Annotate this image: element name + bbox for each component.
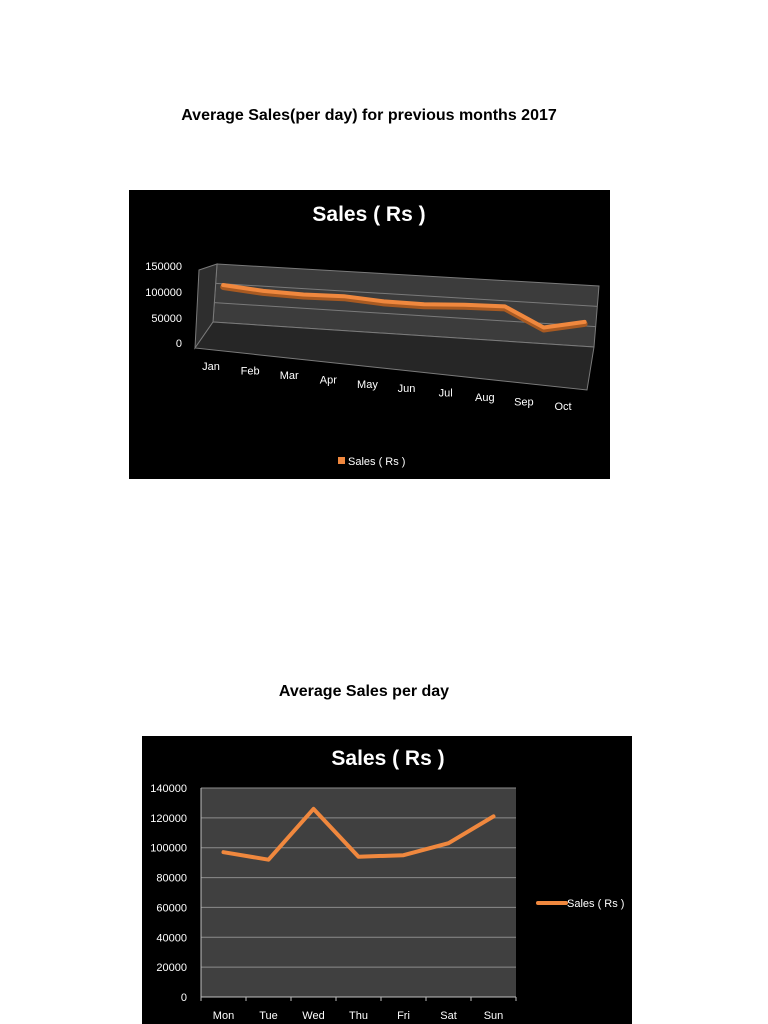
x-tick-label: Mar [280, 370, 299, 382]
data-point [423, 303, 425, 305]
y-tick-label: 20000 [156, 962, 187, 974]
y-tick-label: 140000 [150, 783, 187, 795]
x-tick-label: Oct [554, 401, 571, 413]
x-tick-label: Jul [439, 388, 453, 400]
data-point [343, 295, 345, 297]
x-tick-label: Thu [349, 1010, 368, 1022]
x-tick-label: Aug [475, 392, 495, 404]
series-line [221, 283, 587, 330]
data-point [358, 856, 359, 858]
data-point [268, 859, 269, 861]
daily-heading: Average Sales per day [278, 683, 450, 700]
y-tick-label: 50000 [151, 313, 182, 325]
x-tick-label: Fri [397, 1010, 410, 1022]
y-tick-label: 80000 [156, 873, 187, 885]
legend: Sales ( Rs ) [536, 898, 624, 910]
x-tick-label: Tue [259, 1010, 278, 1022]
y-tick-label: 120000 [150, 813, 187, 825]
x-tick-label: Wed [302, 1010, 324, 1022]
y-tick-label: 100000 [145, 287, 182, 299]
x-tick-label: Sat [440, 1010, 457, 1022]
plot-floor [194, 321, 595, 391]
x-tick-label: Feb [241, 365, 260, 377]
x-tick-label: Jun [398, 383, 416, 395]
data-point [223, 851, 224, 853]
gridline [215, 282, 598, 307]
data-point [493, 815, 494, 817]
x-tick-label: Apr [320, 374, 337, 386]
y-tick-label: 40000 [156, 932, 187, 944]
data-point [222, 284, 224, 286]
plot-area [201, 788, 516, 997]
data-point [262, 290, 264, 292]
daily-sales-chart: Sales ( Rs ) 140000 120000 100000 80000 6000… [142, 736, 632, 1024]
legend: Sales ( Rs ) [338, 456, 405, 468]
legend-label: Sales ( Rs ) [348, 456, 405, 468]
data-point [302, 294, 304, 296]
data-point [383, 300, 385, 302]
x-tick-label: Mon [213, 1010, 234, 1022]
legend-label: Sales ( Rs ) [567, 898, 624, 910]
legend-swatch [338, 457, 345, 464]
y-tick-label: 0 [181, 992, 187, 1004]
monthly-chart-svg: Sales ( Rs ) 150000 100000 50000 0 Jan Feb Ma… [145, 203, 600, 468]
data-point [448, 842, 449, 844]
x-tick-label: Sun [484, 1010, 504, 1022]
x-tick-label: Sep [514, 397, 534, 409]
data-point [543, 326, 545, 328]
x-tick-label: Jan [202, 361, 220, 373]
data-point [464, 304, 466, 306]
monthly-heading: Average Sales(per day) for previous mont… [181, 107, 557, 124]
y-tick-label: 100000 [150, 843, 187, 855]
y-tick-label: 0 [176, 338, 182, 350]
y-tick-label: 60000 [156, 902, 187, 914]
y-tick-label: 150000 [145, 261, 182, 273]
daily-chart-svg: Sales ( Rs ) 140000 120000 100000 80000 6000… [150, 747, 624, 1022]
data-point [313, 808, 314, 810]
chart-title: Sales ( Rs ) [312, 203, 425, 226]
monthly-sales-chart: Sales ( Rs ) 150000 100000 50000 0 Jan Feb Ma… [129, 190, 610, 479]
chart-title: Sales ( Rs ) [331, 747, 444, 770]
data-point [504, 305, 506, 307]
x-tick-label: May [357, 379, 378, 391]
data-point [584, 321, 586, 323]
data-point [403, 854, 404, 856]
